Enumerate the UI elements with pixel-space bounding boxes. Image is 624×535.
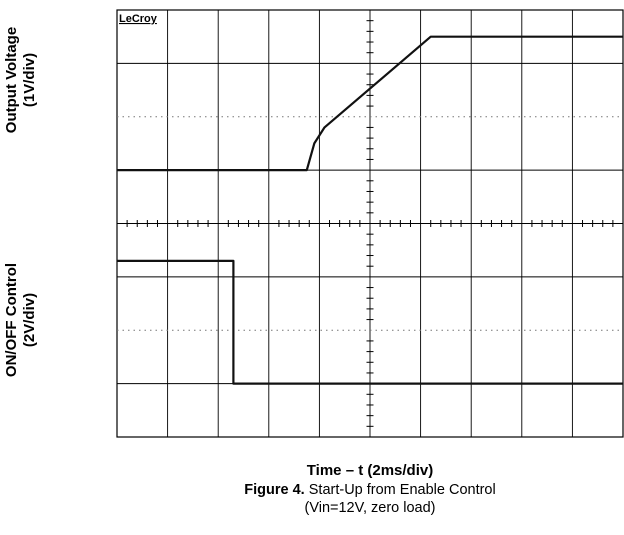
output-voltage-label-line2: (1V/div): [21, 52, 38, 108]
output-voltage-trace: [117, 35, 623, 172]
onoff-control-label-line1: ON/OFF Control: [3, 262, 20, 378]
figure-subtitle: (Vin=12V, zero load): [304, 500, 436, 516]
brand-logo: LeCroy: [119, 13, 158, 25]
output-voltage-label-line1: Output Voltage: [3, 26, 20, 134]
figure-number: Figure 4.: [244, 482, 305, 498]
figure-caption-line1: Figure 4. Start-Up from Enable Control: [120, 481, 620, 499]
scope-traces: [117, 35, 623, 385]
scope-grid: [116, 9, 624, 438]
x-axis-label: Time – t (2ms/div): [306, 462, 434, 479]
figure-title: Start-Up from Enable Control: [308, 482, 496, 498]
onoff-control-axis-label: ON/OFF Control (2V/div): [3, 240, 43, 400]
onoff-control-label-line2: (2V/div): [21, 292, 38, 348]
onoff-control-trace: [117, 259, 623, 385]
figure-caption: Figure 4. Start-Up from Enable Control (…: [120, 481, 620, 517]
output-voltage-axis-label: Output Voltage (1V/div): [3, 0, 43, 160]
oscilloscope-plot: LeCroy: [116, 9, 624, 438]
